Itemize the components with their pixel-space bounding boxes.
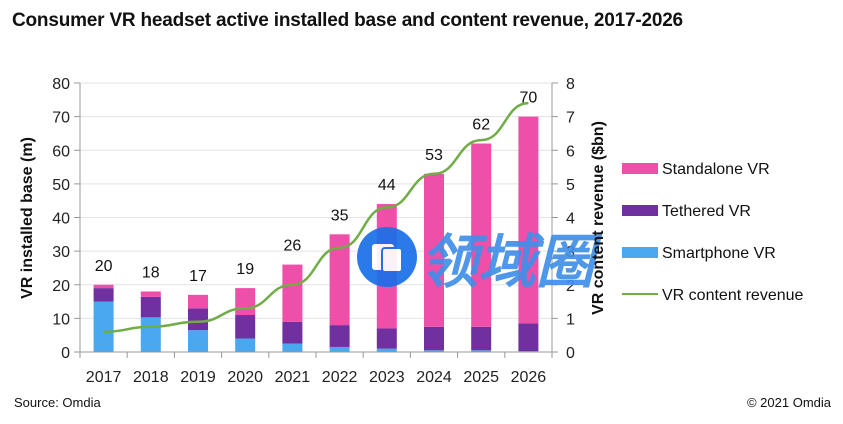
bar-standalone-vr bbox=[140, 291, 161, 297]
y2-tick-label: 3 bbox=[566, 244, 575, 261]
x-tick-label: 2026 bbox=[511, 369, 547, 386]
watermark: 领域圈 bbox=[357, 227, 603, 296]
bar-tethered-vr bbox=[235, 315, 256, 339]
legend-swatch bbox=[622, 247, 658, 258]
bar-tethered-vr bbox=[518, 323, 539, 351]
x-tick-label: 2018 bbox=[133, 369, 169, 386]
bar-smartphone-vr bbox=[424, 350, 444, 352]
y-tick-label: 80 bbox=[52, 76, 70, 93]
x-tick-label: 2021 bbox=[275, 369, 311, 386]
watermark-logo-inner2 bbox=[381, 247, 403, 273]
chart-title: Consumer VR headset active installed bas… bbox=[12, 10, 683, 31]
total-label: 20 bbox=[95, 258, 113, 275]
total-label: 70 bbox=[520, 90, 538, 107]
y-tick-label: 20 bbox=[52, 278, 70, 295]
x-tick-label: 2023 bbox=[369, 369, 405, 386]
legend-label: Standalone VR bbox=[662, 161, 770, 178]
bar-standalone-vr bbox=[329, 234, 350, 326]
total-label: 18 bbox=[142, 264, 160, 281]
x-tick-label: 2019 bbox=[180, 369, 216, 386]
y2-axis-label: VR content revenue ($bn) bbox=[590, 121, 607, 315]
x-tick-label: 2022 bbox=[322, 369, 358, 386]
y2-tick-label: 2 bbox=[566, 278, 575, 295]
y-axis-label: VR installed base (m) bbox=[19, 137, 36, 299]
legend-swatch bbox=[622, 205, 658, 216]
bar-standalone-vr bbox=[93, 284, 114, 289]
y-tick-label: 30 bbox=[52, 244, 70, 261]
y-tick-label: 60 bbox=[52, 143, 70, 160]
bar-standalone-vr bbox=[518, 116, 539, 324]
revenue-line bbox=[103, 101, 529, 334]
total-label: 17 bbox=[189, 268, 207, 285]
bar-standalone-vr bbox=[471, 143, 492, 327]
x-tick-label: 2017 bbox=[86, 369, 122, 386]
x-tick-label: 2020 bbox=[227, 369, 263, 386]
y2-tick-label: 8 bbox=[566, 76, 575, 93]
bar-smartphone-vr bbox=[329, 346, 350, 352]
total-label: 35 bbox=[331, 207, 349, 224]
bar-smartphone-vr bbox=[140, 317, 161, 352]
source-note: Source: Omdia bbox=[14, 395, 101, 410]
copyright-note: © 2021 Omdia bbox=[746, 395, 831, 410]
bar-standalone-vr bbox=[235, 288, 256, 316]
bar-smartphone-vr bbox=[376, 348, 397, 352]
bar-standalone-vr bbox=[188, 294, 208, 309]
bar-tethered-vr bbox=[424, 326, 444, 351]
y2-tick-label: 7 bbox=[566, 110, 575, 127]
total-label: 26 bbox=[284, 238, 302, 255]
y-tick-label: 0 bbox=[61, 345, 70, 362]
y-tick-label: 50 bbox=[52, 177, 70, 194]
data-labels: 20 18 17 19 26 35 44 53 62 70 bbox=[95, 90, 538, 285]
bar-tethered-vr bbox=[188, 308, 208, 331]
y-tick-label: 10 bbox=[52, 311, 70, 328]
revenue-line-group bbox=[103, 101, 529, 334]
y2-tick-label: 0 bbox=[566, 345, 575, 362]
total-label: 44 bbox=[378, 177, 396, 194]
bar-tethered-vr bbox=[140, 296, 161, 318]
legend-label: VR content revenue bbox=[662, 287, 804, 304]
total-label: 53 bbox=[425, 147, 443, 164]
legend-label: Tethered VR bbox=[662, 203, 751, 220]
x-tick-label: 2025 bbox=[463, 369, 499, 386]
bar-standalone-vr bbox=[424, 173, 444, 327]
bar-smartphone-vr bbox=[471, 350, 492, 352]
bar-tethered-vr bbox=[471, 326, 492, 351]
bar-tethered-vr bbox=[329, 325, 350, 347]
bar-smartphone-vr bbox=[93, 301, 114, 352]
y2-tick-label: 4 bbox=[566, 211, 575, 228]
legend: Standalone VR Tethered VR Smartphone VR VR … bbox=[622, 161, 804, 304]
total-label: 19 bbox=[236, 261, 254, 278]
y-tick-label: 40 bbox=[52, 211, 70, 228]
bar-smartphone-vr bbox=[235, 338, 256, 352]
y2-tick-label: 6 bbox=[566, 143, 575, 160]
y2-tick-label: 1 bbox=[566, 311, 575, 328]
bar-tethered-vr bbox=[376, 328, 397, 349]
bar-smartphone-vr bbox=[518, 350, 539, 352]
total-label: 62 bbox=[472, 117, 490, 134]
y2-tick-label: 5 bbox=[566, 177, 575, 194]
x-tick-label: 2024 bbox=[416, 369, 452, 386]
bar-tethered-vr bbox=[282, 321, 303, 344]
y-tick-label: 70 bbox=[52, 110, 70, 127]
bar-standalone-vr bbox=[282, 264, 303, 322]
watermark-text: 领域圈 bbox=[420, 228, 603, 296]
legend-swatch bbox=[622, 163, 658, 174]
bar-tethered-vr bbox=[93, 288, 114, 302]
bar-smartphone-vr bbox=[282, 343, 303, 352]
bar-smartphone-vr bbox=[188, 330, 208, 352]
legend-label: Smartphone VR bbox=[662, 245, 776, 262]
